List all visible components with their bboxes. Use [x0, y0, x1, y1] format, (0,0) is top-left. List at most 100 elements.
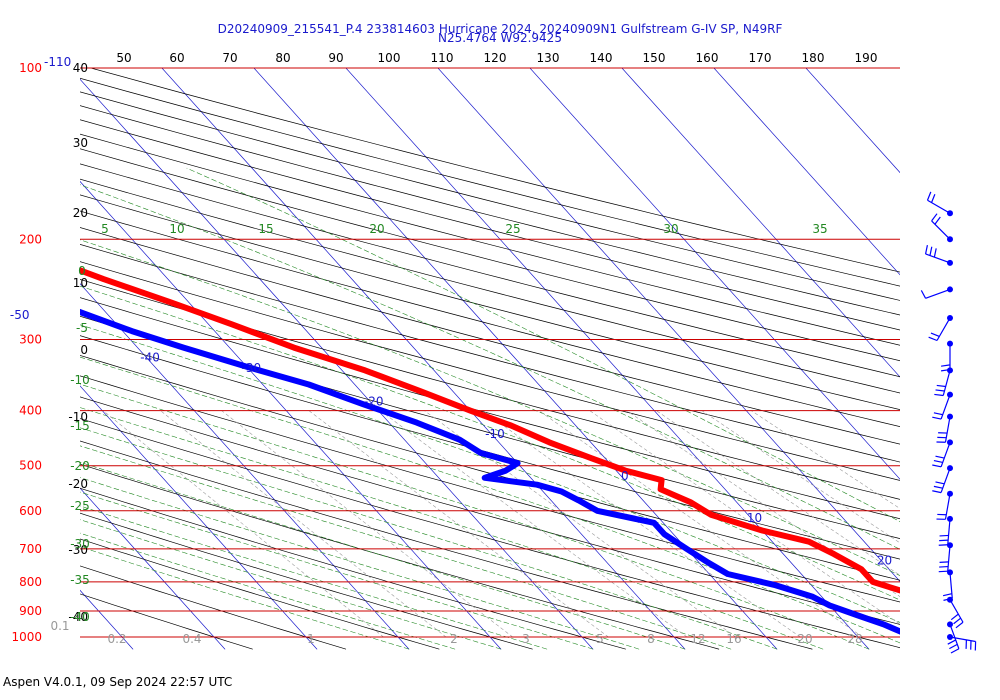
dry-adiabat-line: [80, 194, 900, 411]
dry-adiabat-line: [80, 396, 900, 625]
wind-barb-staff: [942, 370, 951, 396]
wind-barb: [947, 621, 960, 654]
sounding-profiles: [80, 267, 900, 635]
footer-text: Aspen V4.0.1, 09 Sep 2024 22:57 UTC: [3, 675, 232, 689]
pressure-tick-label: 200: [19, 232, 42, 246]
moist-adiabat-line: [80, 427, 778, 650]
temperature-tick-label: -40: [140, 351, 160, 365]
mixing-ratio-line: [102, 410, 384, 638]
wind-barb: [938, 542, 953, 573]
mixing-ratio-line: [160, 410, 447, 638]
top-axis-label: 160: [696, 51, 719, 65]
wind-barb: [920, 286, 953, 299]
pressure-tick-label: 800: [19, 575, 42, 589]
dewpoint-profile: [80, 308, 900, 635]
wind-barb-flag: [931, 213, 938, 222]
temperature-tick-label: 20: [877, 553, 892, 567]
chart-subtitle: N25.4764 W92.9425: [438, 31, 562, 45]
pressure-tick-label: 700: [19, 542, 42, 556]
pressure-tick-label: 600: [19, 504, 42, 518]
isotherm-line: [529, 68, 900, 480]
dry-adiabat-line: [80, 105, 900, 316]
wind-barb-flag: [930, 332, 940, 338]
dry-adiabat-line: [80, 418, 900, 649]
moist-adiabat-line: [80, 239, 900, 576]
dry-adiabat-line: [80, 593, 253, 650]
moist-adiabat-label: -30: [70, 537, 90, 551]
moist-adiabat-label: -10: [70, 373, 90, 387]
wind-barb: [932, 391, 953, 420]
wind-barb-flag: [947, 639, 956, 645]
wind-barb-flag: [932, 416, 942, 420]
wind-barb-flag: [932, 490, 942, 494]
dry-adiabat-line: [80, 243, 900, 463]
mixing-ratio-label: 0.1: [50, 619, 69, 633]
top-axis-label: 140: [590, 51, 613, 65]
dry-adiabat-line: [80, 512, 533, 650]
top-axis-label: 70: [222, 51, 237, 65]
dry-adiabat-line: [80, 463, 720, 650]
wind-barb: [928, 314, 953, 342]
isotherm-line: [80, 385, 318, 650]
wind-barb: [934, 367, 953, 397]
wind-barb-flag: [950, 613, 959, 621]
mixing-ratio-label: 28: [847, 632, 862, 646]
mixing-ratio-label: 2: [450, 632, 458, 646]
wind-barb-staff: [931, 220, 951, 240]
wind-barb: [926, 191, 953, 217]
moist-adiabat-line: [80, 324, 900, 623]
wind-barb-flag: [930, 194, 936, 203]
pressure-tick-label: 100: [19, 61, 42, 75]
top-axis-label: 130: [537, 51, 560, 65]
moist-adiabat-line: [80, 285, 900, 601]
wind-barb-flag: [932, 464, 942, 468]
wind-barb-flag: [933, 412, 943, 416]
dry-adiabat-line: [89, 68, 900, 273]
temperature-tick-label: -20: [364, 395, 384, 409]
wind-barb-flag: [949, 643, 958, 650]
mixing-ratio-label: 0.2: [107, 632, 126, 646]
moist-adiabat-label: 5: [101, 222, 109, 236]
dry-adiabat-line: [80, 91, 900, 301]
dry-adiabat-line: [80, 163, 900, 378]
wind-barb-staff: [947, 545, 951, 572]
wind-barb: [938, 515, 953, 546]
top-axis-label: 170: [749, 51, 772, 65]
isotherm-line: [437, 68, 900, 582]
dry-adiabat-line: [80, 77, 900, 287]
mixing-ratio-label: 20: [797, 632, 812, 646]
wind-barb-flag: [942, 593, 952, 597]
wind-barb-flag: [955, 621, 964, 629]
wind-barb-flag: [933, 248, 937, 258]
moist-adiabat-label: 15: [258, 222, 273, 236]
moist-adiabat-line: [80, 546, 410, 650]
dry-adiabat-line: [80, 335, 900, 560]
moist-adiabat-label: -15: [70, 419, 90, 433]
wind-barb-flag: [926, 191, 932, 201]
wind-barb-flag: [934, 393, 944, 397]
top-axis-label: 150: [643, 51, 666, 65]
wind-barb-staff: [936, 317, 951, 341]
moist-adiabat-label: 10: [169, 222, 184, 236]
mixing-ratio-line: [750, 410, 900, 509]
height-tick-label: -30: [68, 543, 88, 557]
top-axis-label: 110: [431, 51, 454, 65]
pressure-tick-label: 500: [19, 459, 42, 473]
chart-grid: [80, 68, 900, 650]
top-axis-label: 90: [328, 51, 343, 65]
wind-barb: [924, 245, 953, 266]
wind-barb: [936, 413, 953, 443]
moist-adiabat-label: 20: [369, 222, 384, 236]
mixing-ratio-label: 0.4: [182, 632, 201, 646]
moist-adiabat-line: [80, 184, 900, 550]
temperature-tick-label: 10: [747, 511, 762, 525]
mixing-ratio-label: 8: [647, 632, 655, 646]
height-tick-label: 30: [73, 136, 88, 150]
mixing-ratio-label: 1: [307, 632, 315, 646]
pressure-lines: [80, 67, 900, 638]
dry-adiabat-line: [80, 538, 440, 650]
top-axis-label: 50: [116, 51, 131, 65]
dry-adiabat-line: [80, 119, 900, 331]
wind-barb-staff: [944, 493, 951, 520]
